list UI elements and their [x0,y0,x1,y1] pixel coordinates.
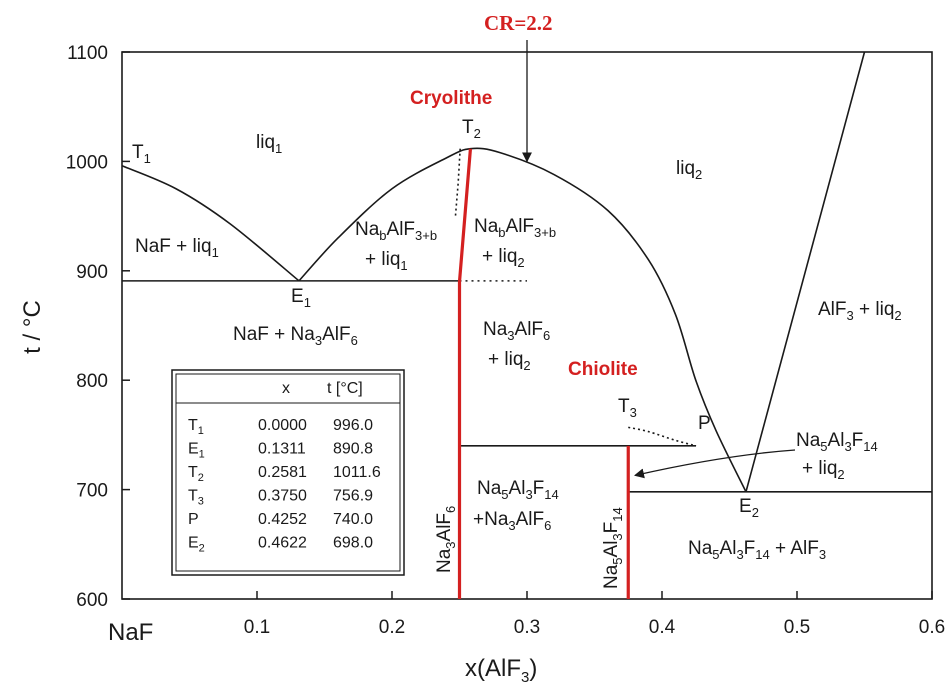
compound-lines [457,148,630,599]
annotation-arrows [522,40,796,479]
table-row-t: 1011.6 [333,464,381,481]
x-tick-label: 0.2 [379,617,405,638]
phase-label-cryolite: Na3AlF6 [434,506,458,573]
table-row-x: 0.3750 [258,488,307,505]
y-tick-label: 1000 [66,152,108,173]
region-chiolite-liq2: Na5Al3F14 [796,430,878,454]
region-chiolite-cryolite: Na5Al3F14 [477,478,559,502]
y-tick-label: 600 [76,590,108,611]
table-row-t: 740.0 [333,511,373,528]
region-chiolite-alf3: Na5Al3F14 + AlF3 [688,538,826,562]
liquidus-middle [298,147,747,493]
y-tick-label: 700 [76,481,108,502]
region-chiolite-liq2-b: + liq2 [802,458,845,482]
region-chiolite-cryolite-b: +Na3AlF6 [473,509,551,533]
table-row-t: 698.0 [333,535,373,552]
region-alf3-liq2: AlF3 + liq2 [818,299,902,323]
metastable-t3-dotted [628,426,697,447]
region-nab-liq1-b: + liq1 [365,249,408,273]
region-liq2: liq2 [676,158,702,182]
y-tick-label: 1100 [67,43,108,64]
region-naf-liq1: NaF + liq1 [135,236,219,260]
x-tick-label: 0.3 [514,617,540,638]
cryolithe-line [457,148,473,599]
y-tick-label: 900 [76,262,108,283]
x-tick-label: 0.1 [244,617,270,638]
table-row-point: P [188,511,199,528]
region-liq1: liq1 [256,132,282,156]
table-row-t: 890.8 [333,441,373,458]
table-row-x: 0.2581 [258,464,307,481]
label-T3: T3 [618,396,637,420]
table-row-t: 756.9 [333,488,373,505]
x-tick-label: 0.6 [919,617,945,638]
annotation-chiolite: Chiolite [568,359,638,380]
liquidus-left [121,165,300,282]
region-cryolite-liq2: Na3AlF6 [483,319,550,343]
y-tick-label: 800 [76,371,108,392]
table-row-t: 996.0 [333,417,373,434]
y-axis-label: t / °C [19,300,46,354]
region-nab-liq1: NabAlF3+b [355,219,437,243]
table-row-x: 0.4622 [258,535,307,552]
region-cryolite-liq2-b: + liq2 [488,349,531,373]
annotation-cr: CR=2.2 [484,11,553,35]
region-nab-liq2: NabAlF3+b [474,216,556,240]
phase-boundaries [121,51,932,493]
annotation-cryolithe: Cryolithe [410,88,492,109]
label-T1: T1 [132,142,151,166]
invariant-points-table: x t [°C] T1 0.0000 996.0E1 0.1311 890.8T2 0.2… [171,369,405,576]
label-T2: T2 [462,117,481,141]
table-row-x: 0.0000 [258,417,307,434]
label-E2: E2 [739,496,759,520]
region-nab-liq2-b: + liq2 [482,246,525,270]
region-naf-cryolite: NaF + Na3AlF6 [233,324,358,348]
table-row-x: 0.1311 [258,441,306,458]
phase-label-chiolite: Na5Al3F14 [601,507,625,589]
x-axis-label: x(AlF3) [465,655,537,684]
axis-ticks: 0.1 0.2 0.3 0.4 0.5 0.6 600 700 800 900 1000 1100 [66,43,945,638]
label-P: P [698,413,711,434]
metastable-t2-dotted [454,148,461,217]
table-row-x: 0.4252 [258,511,307,528]
label-E1: E1 [291,286,311,310]
liquidus-right [745,51,866,492]
x-origin-label: NaF [108,619,153,646]
x-tick-label: 0.5 [784,617,810,638]
table-header-t: t [°C] [327,380,363,397]
table-header-x: x [282,380,290,397]
chiolite-liq2-arrow [634,449,796,479]
x-tick-label: 0.4 [649,617,676,638]
